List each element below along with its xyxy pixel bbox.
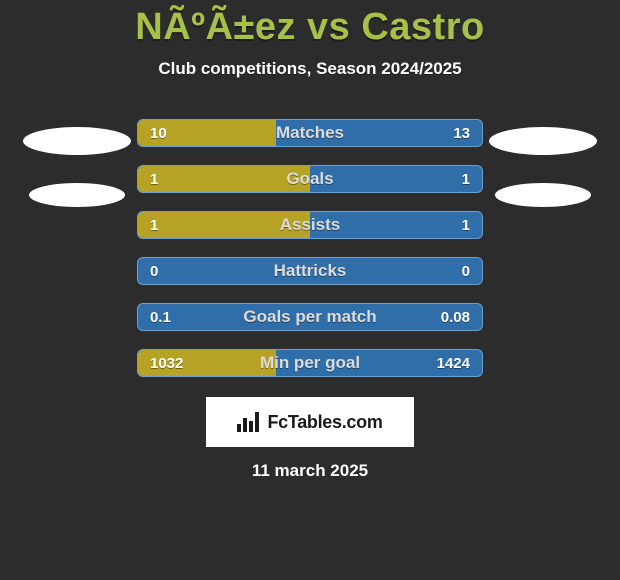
stat-value-right: 1424 xyxy=(437,350,470,376)
stat-fill-left xyxy=(138,350,276,376)
stat-value-left: 0.1 xyxy=(150,304,171,330)
player-photo-left xyxy=(23,127,131,155)
season-subtitle: Club competitions, Season 2024/2025 xyxy=(158,59,461,79)
footer-date: 11 march 2025 xyxy=(252,461,368,481)
stat-value-right: 1 xyxy=(462,166,470,192)
stat-value-right: 1 xyxy=(462,212,470,238)
stats-area: 1013Matches 11Goals 11Assists 0 0Hattricks 0.… xyxy=(0,119,620,377)
stat-row: 0.1 0.08Goals per match xyxy=(137,303,483,331)
stat-fill-left xyxy=(138,120,276,146)
stat-row: 11Assists xyxy=(137,211,483,239)
stat-value-left: 0 xyxy=(150,258,158,284)
bar-chart-icon xyxy=(237,412,259,432)
source-badge: FcTables.com xyxy=(206,397,414,447)
stat-row: 10321424Min per goal xyxy=(137,349,483,377)
player-photo-right xyxy=(489,127,597,155)
stat-value-right: 0 xyxy=(462,258,470,284)
stat-value-right: 13 xyxy=(453,120,470,146)
stat-fill-left xyxy=(138,166,310,192)
player-club-left xyxy=(29,183,125,207)
stat-row: 0 0Hattricks xyxy=(137,257,483,285)
source-badge-text: FcTables.com xyxy=(267,412,382,433)
stat-label: Hattricks xyxy=(138,258,482,284)
page-title: NÃºÃ±ez vs Castro xyxy=(135,6,484,49)
stat-label: Goals per match xyxy=(138,304,482,330)
stat-fill-left xyxy=(138,212,310,238)
stat-bars: 1013Matches 11Goals 11Assists 0 0Hattricks 0.… xyxy=(137,119,483,377)
stat-row: 1013Matches xyxy=(137,119,483,147)
player-club-right xyxy=(495,183,591,207)
left-player-col xyxy=(17,119,137,207)
stat-row: 11Goals xyxy=(137,165,483,193)
comparison-card: NÃºÃ±ez vs Castro Club competitions, Sea… xyxy=(0,0,620,580)
stat-value-right: 0.08 xyxy=(441,304,470,330)
right-player-col xyxy=(483,119,603,207)
